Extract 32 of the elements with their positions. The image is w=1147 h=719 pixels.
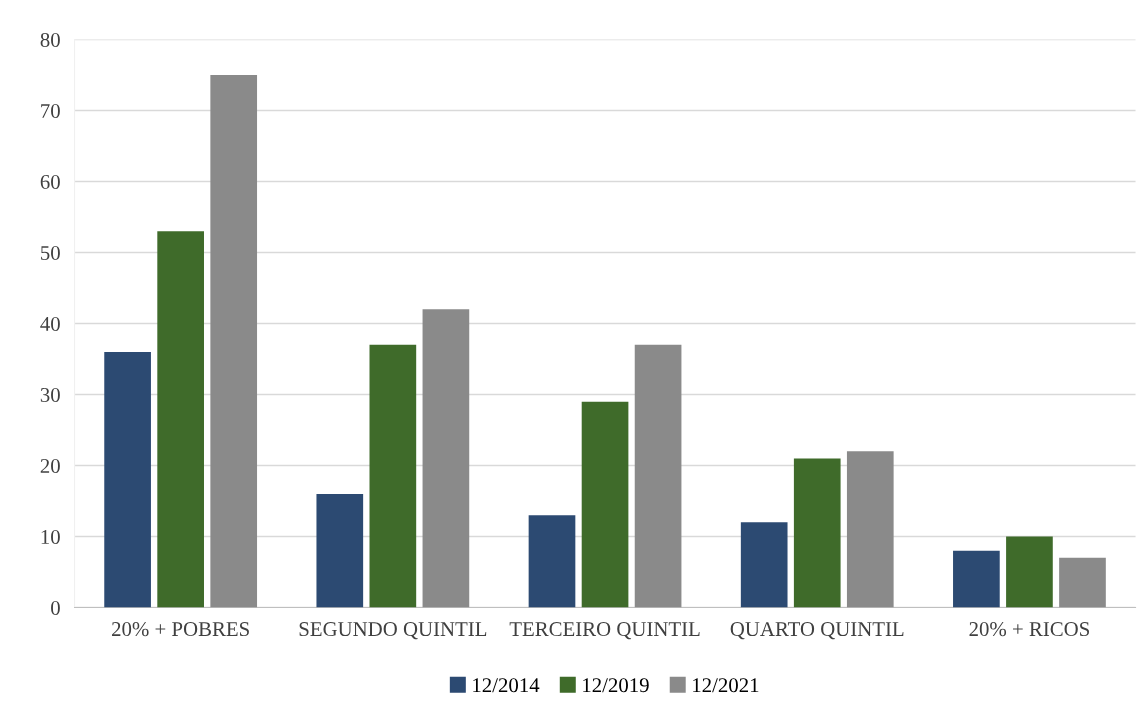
y-tick-label: 80 — [40, 32, 60, 47]
bar — [846, 451, 894, 608]
y-tick-label: 30 — [40, 387, 60, 402]
bar — [210, 75, 258, 608]
bar — [740, 522, 788, 608]
bar — [1059, 557, 1106, 608]
y-tick-label: 20 — [40, 458, 60, 473]
y-tick-label: 0 — [51, 600, 60, 615]
bar — [104, 351, 151, 608]
x-tick-label: SEGUNDO QUINTIL — [299, 622, 487, 640]
y-tick-label: 50 — [41, 245, 60, 260]
x-tick-label: 20% + POBRES — [112, 622, 249, 637]
legend-label: 12/2019 — [583, 678, 649, 693]
legend-label: 12/2014 — [473, 678, 540, 693]
y-tick-label: 10 — [41, 529, 60, 544]
y-tick-label: 60 — [40, 174, 60, 189]
bar — [634, 344, 682, 608]
bar — [1006, 536, 1053, 608]
bar — [369, 344, 417, 608]
bar — [528, 515, 576, 608]
x-tick-label: QUARTO QUINTIL — [730, 622, 904, 640]
x-tick-label: TERCEIRO QUINTIL — [509, 622, 700, 640]
bar — [422, 309, 470, 608]
bar — [581, 401, 629, 608]
bar — [316, 493, 364, 608]
bar — [953, 550, 1000, 608]
y-tick-label: 40 — [40, 316, 60, 331]
bar — [793, 458, 841, 608]
bar — [157, 231, 204, 608]
y-tick-label: 70 — [41, 103, 60, 118]
x-tick-label: 20% + RICOS — [969, 622, 1089, 637]
legend-label: 12/2021 — [693, 678, 759, 693]
